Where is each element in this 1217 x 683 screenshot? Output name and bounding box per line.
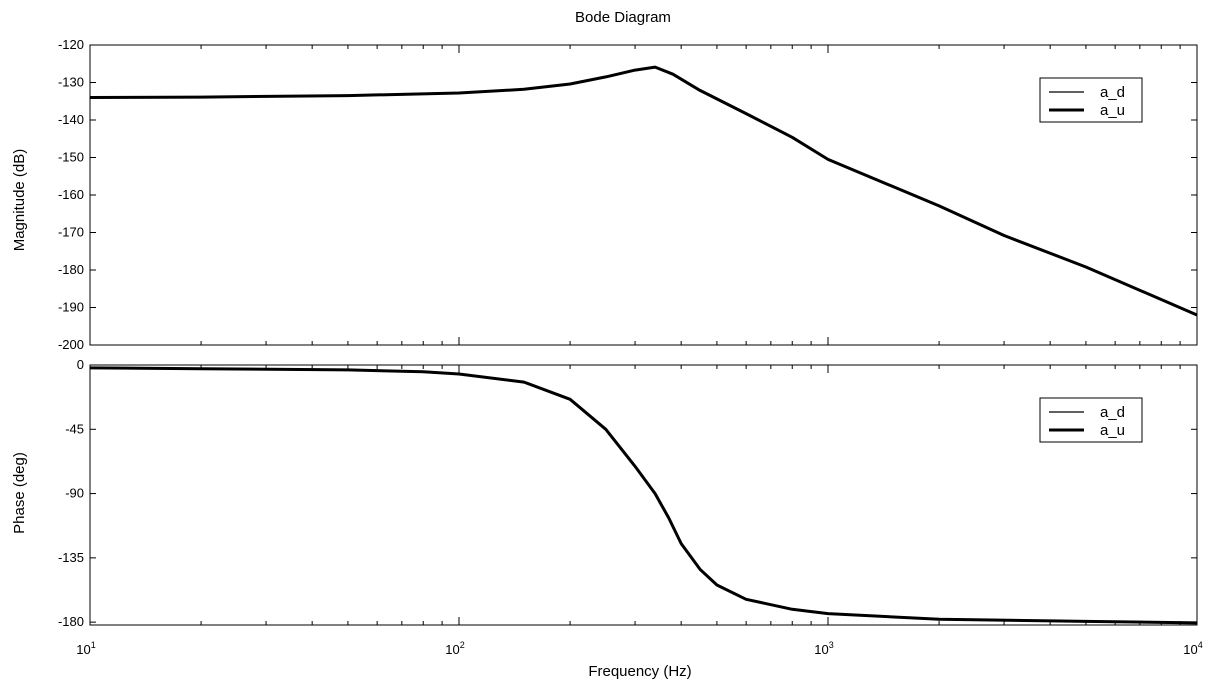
frequency-tick-labels: 101 102 103 104 [76, 640, 1202, 657]
magnitude-y-tick-label: -130 [58, 75, 84, 90]
magnitude-y-tick-label: -120 [58, 37, 84, 52]
magnitude-legend-label-a_d: a_d [1100, 84, 1125, 101]
phase-y-tick-label: -90 [65, 486, 84, 501]
phase-legend-label-a_u: a_u [1100, 422, 1125, 439]
magnitude-y-tick-label: -160 [58, 187, 84, 202]
x-tick-label: 101 [76, 640, 95, 657]
magnitude-series-a_u [90, 65, 1197, 317]
phase-y-axis-label: Phase (deg) [11, 452, 28, 534]
phase-legend-label-a_d: a_d [1100, 404, 1125, 421]
x-tick-label: 104 [1183, 640, 1202, 657]
x-tick-label: 102 [445, 640, 464, 657]
phase-plot: Phase (deg) 0 -45 -90 -135 -180 a_da_u [11, 357, 1198, 629]
magnitude-plot: Magnitude (dB) -120 -130 -140 -150 -160 -170 -… [11, 37, 1198, 352]
phase-legend-box [1039, 397, 1143, 443]
phase-legend: a_da_u [1039, 397, 1143, 443]
phase-y-tick-label: 0 [77, 357, 84, 372]
chart-title: Bode Diagram [575, 9, 671, 26]
magnitude-y-tick-label: -180 [58, 262, 84, 277]
magnitude-y-tick-label: -140 [58, 112, 84, 127]
x-axis-label: Frequency (Hz) [588, 663, 691, 680]
phase-y-tick-label: -45 [65, 421, 84, 436]
magnitude-series-group [90, 65, 1197, 317]
phase-y-tick-label: -180 [58, 614, 84, 629]
magnitude-series-a_d [90, 66, 1197, 316]
magnitude-y-tick-label: -170 [58, 225, 84, 240]
phase-series-group [90, 366, 1197, 625]
magnitude-y-tick-label: -150 [58, 150, 84, 165]
phase-series-a_u [90, 366, 1197, 625]
phase-y-tick-label: -135 [58, 550, 84, 565]
magnitude-legend: a_da_u [1039, 77, 1143, 123]
phase-plot-frame [89, 364, 1198, 626]
magnitude-y-axis-label: Magnitude (dB) [11, 149, 28, 252]
x-tick-label: 103 [814, 640, 833, 657]
magnitude-legend-box [1039, 77, 1143, 123]
magnitude-y-tick-label: -190 [58, 300, 84, 315]
magnitude-plot-frame [89, 44, 1198, 346]
magnitude-y-tick-label: -200 [58, 337, 84, 352]
magnitude-legend-label-a_u: a_u [1100, 102, 1125, 119]
phase-series-a_d [90, 367, 1197, 624]
